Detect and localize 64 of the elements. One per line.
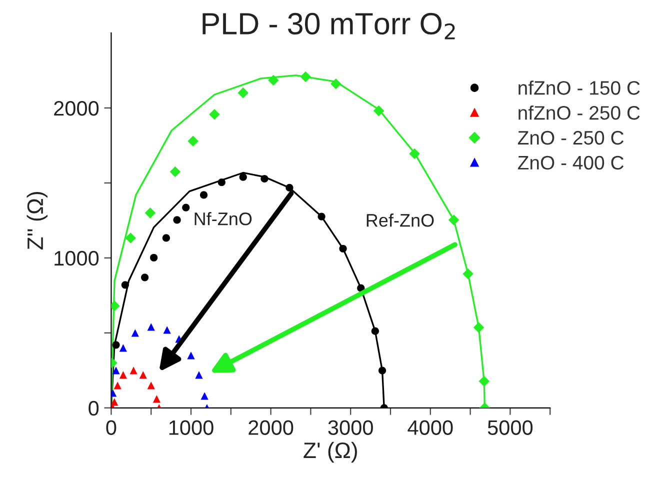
point: [163, 326, 171, 334]
point: [373, 105, 384, 116]
point: [111, 398, 118, 406]
point: [378, 366, 386, 374]
point: [478, 376, 490, 387]
point: [218, 178, 226, 186]
point: [209, 109, 220, 120]
point: [173, 216, 181, 224]
point: [112, 366, 120, 374]
annotation: Nf-ZnO: [194, 212, 252, 226]
point: [112, 341, 120, 349]
point: [144, 208, 156, 218]
x-axis-title: Z' (Ω): [304, 442, 357, 463]
y-tick-label: 2000: [54, 100, 99, 116]
point: [239, 173, 247, 181]
point: [119, 344, 127, 352]
point: [339, 244, 347, 252]
x-tick-label: 3000: [328, 420, 373, 435]
point: [200, 191, 208, 199]
point: [147, 382, 155, 390]
point: [409, 148, 420, 160]
point: [162, 234, 170, 242]
point: [125, 232, 136, 244]
point: [170, 166, 181, 178]
legend-label: nfZnO - 250 C: [518, 106, 640, 120]
point: [268, 74, 279, 86]
point: [131, 329, 139, 337]
chart-title: PLD - 30 mTorr O$_{2}$: [202, 12, 455, 40]
point: [187, 352, 195, 360]
y-axis-title: Z'' (Ω): [26, 192, 48, 250]
point: [238, 87, 248, 98]
point: [462, 268, 474, 280]
y-tick-label: 1000: [54, 250, 99, 266]
point: [119, 371, 127, 379]
x-tick-label: 2000: [248, 420, 294, 435]
point: [139, 371, 147, 379]
point: [130, 366, 138, 374]
legend-label: nfZnO - 150 C: [518, 80, 640, 95]
point: [114, 382, 122, 390]
point: [182, 204, 190, 212]
point: [188, 136, 198, 146]
point: [140, 274, 149, 282]
x-tick-label: 1000: [169, 420, 214, 435]
point: [195, 371, 203, 379]
legend-label: ZnO - 400 C: [518, 156, 624, 170]
annotation: Ref-ZnO: [366, 214, 434, 227]
point: [448, 214, 460, 226]
point: [300, 71, 311, 82]
legend-label: ZnO - 250 C: [518, 130, 624, 145]
point: [318, 212, 326, 220]
point: [121, 281, 129, 289]
point: [150, 254, 158, 262]
point: [260, 174, 268, 183]
x-tick-label: 4000: [408, 420, 453, 435]
point: [200, 392, 208, 400]
x-tick-label: 0: [106, 420, 116, 435]
point: [152, 395, 160, 403]
point: [147, 323, 155, 331]
y-tick-label: 0: [88, 400, 99, 416]
point: [473, 322, 484, 333]
point: [330, 78, 342, 90]
x-tick-label: 5000: [488, 420, 533, 435]
point: [371, 327, 379, 335]
point: [286, 184, 294, 192]
